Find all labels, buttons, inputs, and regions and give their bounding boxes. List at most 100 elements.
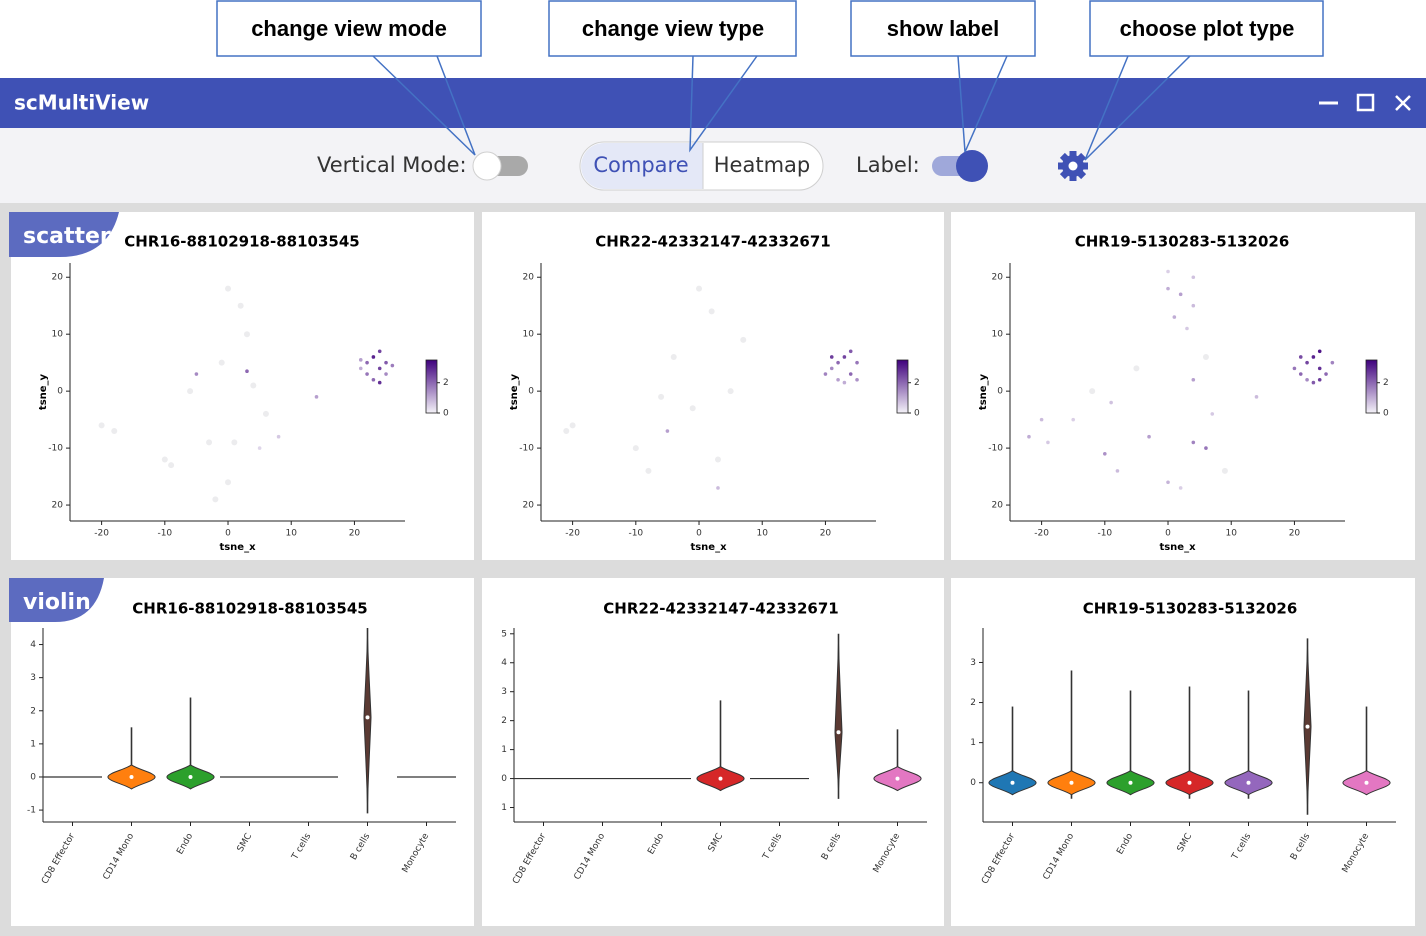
cell-point	[689, 405, 696, 412]
cell-point	[206, 439, 213, 446]
plot-type-settings[interactable]	[1058, 151, 1088, 181]
cell-point	[1292, 366, 1297, 371]
y-axis-label: tsne_y	[509, 373, 520, 410]
cell-point	[658, 393, 665, 400]
cell-point	[245, 369, 249, 374]
label-toggle[interactable]	[932, 150, 988, 182]
cell-point	[212, 496, 219, 503]
heatmap-label[interactable]: Heatmap	[714, 153, 810, 177]
window-title: scMultiView	[14, 91, 149, 115]
x-tick-label: -20	[1034, 529, 1049, 539]
maximize-button[interactable]	[1356, 93, 1375, 112]
x-tick-label: -10	[628, 529, 643, 539]
y-tick-label: 5	[501, 629, 507, 639]
cell-point	[1172, 315, 1177, 319]
panels	[11, 212, 1415, 926]
x-tick-label: 0	[225, 529, 231, 539]
colorbar-tick-label: 0	[914, 409, 920, 419]
cell-point	[358, 358, 363, 362]
y-tick-label: 1	[30, 739, 36, 749]
cell-point	[665, 429, 670, 433]
violin-median	[1246, 780, 1251, 785]
cell-point	[855, 360, 859, 365]
y-tick-label: 0	[57, 387, 63, 397]
cell-point	[1147, 434, 1151, 439]
cell-point	[384, 372, 388, 376]
violin-median	[1128, 780, 1133, 785]
chart-title: CHR19-5130283-5132026	[1075, 233, 1290, 251]
label-toggle-label: Label:	[856, 153, 920, 177]
y-tick-label: 20	[992, 273, 1004, 283]
cell-point	[1305, 377, 1309, 382]
y-tick-label: -10	[988, 444, 1003, 454]
cell-point	[371, 377, 376, 382]
cell-point	[225, 285, 232, 292]
cell-point	[314, 395, 319, 399]
compare-label[interactable]: Compare	[593, 153, 688, 177]
x-tick-label: 0	[696, 529, 702, 539]
x-tick-label: -20	[94, 529, 109, 539]
cell-point	[1204, 446, 1208, 450]
violin-median	[1069, 780, 1074, 785]
cell-point	[1298, 372, 1303, 376]
cell-point	[1191, 275, 1196, 280]
cell-point	[1103, 451, 1107, 456]
violin-median	[1305, 724, 1310, 729]
cell-point	[168, 462, 175, 469]
cell-point	[1324, 372, 1328, 376]
cell-point	[98, 422, 105, 429]
cell-point	[1166, 480, 1170, 485]
x-axis-label: tsne_x	[1159, 542, 1196, 553]
cell-point	[855, 377, 859, 382]
y-tick-label: 3	[501, 687, 507, 697]
cell-point	[1089, 388, 1096, 395]
cell-point	[390, 363, 395, 368]
violin-median	[895, 776, 900, 781]
y-tick-label: 0	[997, 387, 1003, 397]
cell-point	[1305, 360, 1309, 365]
cell-point	[257, 446, 262, 450]
chart-title: CHR19-5130283-5132026	[1083, 600, 1298, 618]
chart-title: CHR22-42332147-42332671	[595, 233, 830, 251]
vertical-mode-toggle[interactable]	[472, 151, 528, 181]
cell-point	[727, 388, 734, 395]
cell-point	[1166, 286, 1170, 291]
panel	[482, 578, 944, 926]
y-tick-label: 0	[970, 778, 976, 788]
cell-point	[569, 422, 576, 429]
cell-point	[836, 377, 840, 382]
panel	[951, 212, 1415, 560]
cell-point	[716, 486, 720, 490]
colorbar-tick-label: 2	[914, 378, 920, 388]
cell-point	[1202, 353, 1209, 360]
violin-median	[836, 730, 841, 735]
cell-point	[848, 372, 853, 376]
cell-point	[161, 456, 168, 463]
colorbar	[425, 359, 438, 414]
y-tick-label: 3	[970, 658, 976, 668]
cell-point	[111, 428, 118, 435]
violin-median	[1010, 780, 1015, 785]
cell-point	[187, 388, 194, 395]
cell-point	[231, 439, 238, 446]
y-tick-label: 20	[523, 273, 535, 283]
compare-button[interactable]	[581, 143, 703, 189]
cell-point	[563, 428, 570, 435]
y-tick-label: 1	[501, 745, 507, 755]
title-bar	[0, 78, 1426, 128]
cell-point	[1115, 469, 1120, 473]
y-tick-label: 0	[528, 387, 534, 397]
close-button[interactable]	[1395, 95, 1411, 111]
cell-point	[358, 366, 363, 371]
cell-point	[1311, 355, 1316, 359]
cell-point	[1046, 440, 1050, 445]
cell-point	[1317, 377, 1322, 382]
cell-point	[1191, 440, 1196, 445]
callout-text: change view mode	[251, 16, 447, 41]
violin-body	[363, 637, 372, 804]
cell-point	[823, 372, 828, 376]
y-tick-label: 10	[523, 330, 535, 340]
view-type-switch: Compare Heatmap	[579, 141, 824, 191]
cell-point	[218, 359, 225, 366]
cell-point	[708, 308, 715, 315]
